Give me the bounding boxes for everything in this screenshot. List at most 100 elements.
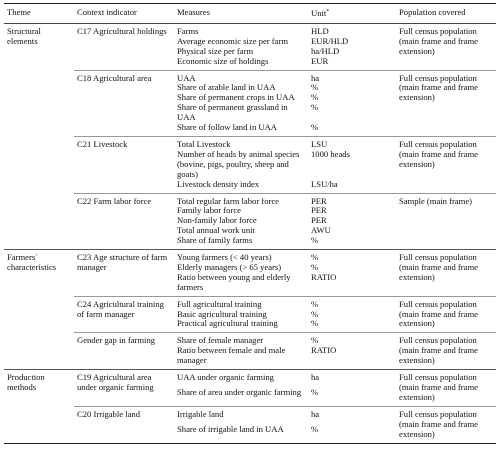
- population-cell: Full census population (main frame and f…: [396, 135, 496, 193]
- measure-cell: Number of heads by animal species (bovin…: [177, 148, 300, 179]
- indicator-cell: C20 Irrigable land: [74, 405, 174, 444]
- population-cell: Full census population (main frame and f…: [396, 332, 496, 370]
- measure-cell: Share of family farms: [177, 235, 253, 246]
- theme-cell: Structural elements: [7, 25, 41, 46]
- unit-cell: ha/HLD: [311, 45, 340, 56]
- population-cell: Full census population (main frame and f…: [399, 25, 478, 56]
- population-cell: Sample (main frame): [396, 192, 496, 250]
- table-row: C18 Agricultural area UAA ha Full census po…: [4, 69, 496, 137]
- theme-cell: Farmers` characteristics: [4, 249, 74, 370]
- measure-cell: Share of permanent grassland in UAA: [177, 102, 288, 123]
- population-cell: Full census population (main frame and f…: [396, 369, 496, 407]
- unit-cell: LSU: [308, 135, 396, 150]
- table-row: Share of follow land in UAA%: [4, 122, 496, 136]
- measure-cell: Ratio between female and male manager: [177, 345, 286, 366]
- table-row: Ratio between young and elderly farmers R…: [4, 271, 496, 296]
- measure-cell: Ratio between young and elderly farmers: [177, 271, 291, 292]
- population-cell: Full census population (main frame and f…: [396, 405, 496, 444]
- table-row: Gender gap in farming Share of female man…: [4, 332, 496, 370]
- measure-cell: Young farmers (< 40 years): [174, 249, 308, 263]
- unit-cell: EUR: [311, 55, 329, 66]
- population-cell: Full census population (main frame and f…: [396, 69, 496, 137]
- measure-cell: Physical size per farm: [177, 45, 254, 56]
- table-row: Physical size per farm ha/HLD: [4, 45, 496, 57]
- table-row: C20 Irrigable land Irrigable land ha Full c…: [4, 405, 496, 444]
- indicator-cell: C22 Farm labor force: [74, 192, 174, 250]
- header-cell: Unit*: [308, 3, 396, 24]
- measure-cell: Share of follow land in UAA: [177, 122, 278, 133]
- unit-cell: PER: [311, 215, 327, 226]
- unit-cell: RATIO: [311, 271, 337, 282]
- unit-cell: AWU: [311, 225, 331, 236]
- unit-cell: %: [308, 424, 396, 444]
- measure-cell: Elderly managers (> 65 years): [177, 261, 282, 272]
- unit-cell: %: [311, 261, 319, 272]
- measure-cell: Average economic size per farm: [177, 35, 289, 46]
- measure-cell: Irrigable land: [174, 405, 308, 425]
- unit-cell: RATIO: [311, 345, 337, 356]
- unit-cell: %: [308, 332, 396, 347]
- table-row: Share of irrigable land in UAA%: [4, 424, 496, 444]
- table-row: Share of arable land in UAA%: [4, 83, 496, 93]
- measure-cell: Family labor force: [177, 205, 241, 216]
- measure-cell: Non-family labor force: [177, 215, 257, 226]
- unit-cell: EUR/HLD: [311, 35, 349, 46]
- table-row: Structural elements C17 Agricultural hold…: [4, 23, 496, 56]
- table-body: Structural elements C17 Agricultural hold…: [4, 23, 496, 444]
- header-text: Unit: [311, 8, 327, 18]
- indicator-cell: C18 Agricultural area: [74, 69, 174, 137]
- header-cell: Measures: [174, 3, 308, 24]
- table-row: Farmers` characteristics C23 Age structur…: [4, 249, 496, 370]
- unit-cell: ha: [308, 369, 396, 388]
- population-cell: Full census population (main frame and f…: [396, 249, 496, 297]
- unit-cell: %: [308, 249, 396, 263]
- unit-cell: %: [311, 235, 319, 246]
- table-row: Total annual work unit AWU: [4, 225, 496, 236]
- measure-cell: Share of arable land in UAA: [177, 82, 276, 93]
- table-row: Share of permanent grassland in UAA%: [4, 102, 496, 123]
- measure-cell: Share of area under organic farming: [177, 386, 302, 397]
- table-row: Elderly managers (> 65 years)%: [4, 261, 496, 273]
- unit-cell: ha: [308, 69, 396, 84]
- table-row: Livestock density index LSU/ha: [4, 178, 496, 193]
- measure-cell: Farms: [177, 25, 199, 36]
- theme-cell: Production methods: [4, 369, 74, 444]
- table-row: Economic size of holdings EUR: [4, 55, 496, 70]
- table-row: C22 Farm labor force Total regular farm l…: [4, 192, 496, 250]
- measure-cell: Economic size of holdings: [177, 55, 269, 66]
- unit-cell: LSU/ha: [311, 178, 338, 189]
- unit-cell: %: [308, 295, 396, 310]
- unit-cell: %: [311, 122, 319, 133]
- unit-cell: %: [311, 386, 319, 397]
- unit-cell: 1000 heads: [311, 148, 350, 159]
- table-row: Average economic size per farm EUR/HLD: [4, 35, 496, 47]
- measure-cell: Total regular farm labor force: [174, 192, 308, 207]
- table-row: Share of permanent crops in UAA%: [4, 92, 496, 103]
- unit-cell: %: [311, 318, 319, 329]
- footnote-mark: *: [326, 9, 330, 15]
- table-row: Basic agricultural training%: [4, 309, 496, 320]
- indicator-cell: C19 Agricultural area under organic farm…: [74, 369, 174, 407]
- table-row: Number of heads by animal species (bovin…: [4, 148, 496, 180]
- indicator-cell: C21 Livestock: [74, 135, 174, 193]
- measure-cell: Livestock density index: [177, 178, 260, 189]
- unit-cell: PER: [311, 205, 327, 216]
- table-row: Ratio between female and male manager RAT…: [4, 345, 496, 369]
- table-header: Theme Context indicator Measures Unit* P…: [4, 3, 496, 24]
- table-row: Share of family farms%: [4, 235, 496, 249]
- table-row: Practical agricultural training%: [4, 318, 496, 332]
- indicator-cell: C23 Age structure of farm manager: [74, 249, 174, 297]
- table-row: Production methods C19 Agricultural area …: [4, 369, 496, 444]
- measure-cell: UAA: [174, 69, 308, 84]
- measure-cell: Total annual work unit: [177, 225, 255, 236]
- table-row: C24 Agricultural training of farm manage…: [4, 295, 496, 333]
- measure-cell: Share of irrigable land in UAA: [174, 424, 308, 444]
- header-cell: Population covered: [396, 3, 496, 24]
- data-table: Theme Context indicator Measures Unit* P…: [4, 3, 496, 444]
- measure-cell: Practical agricultural training: [177, 318, 278, 329]
- unit-cell: PER: [308, 192, 396, 207]
- indicator-cell: C17 Agricultural holdings: [77, 25, 167, 36]
- measure-cell: Share of permanent crops in UAA: [177, 92, 295, 103]
- table-row: Family labor force PER: [4, 206, 496, 216]
